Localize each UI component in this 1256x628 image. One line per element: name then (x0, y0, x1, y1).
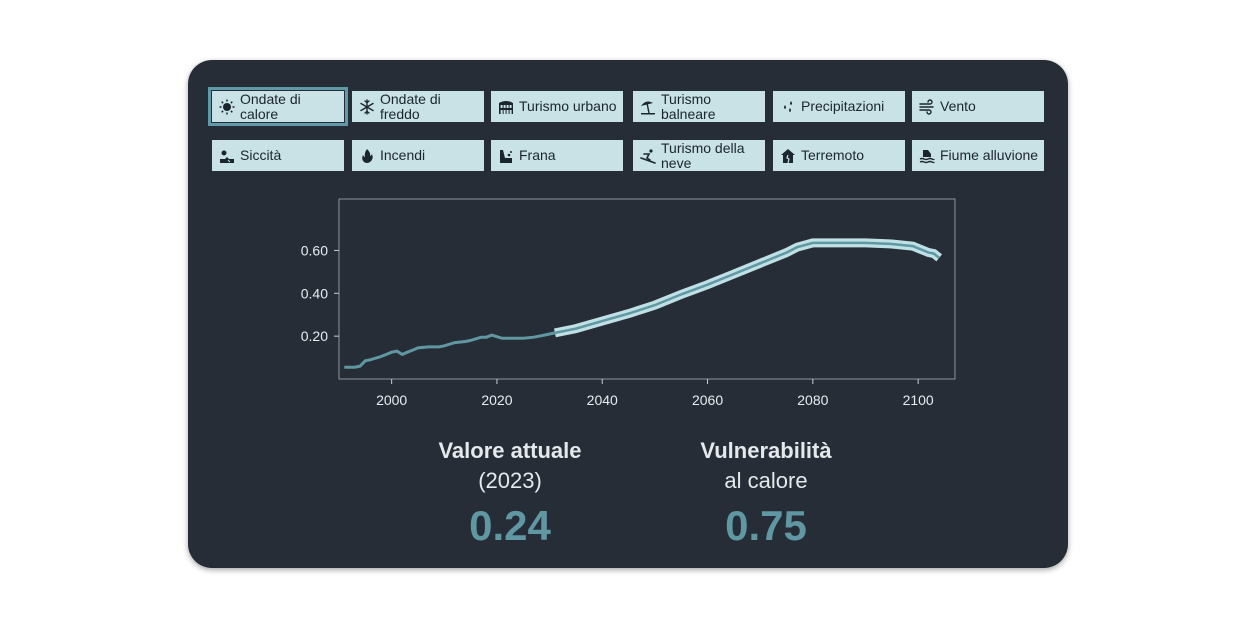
fire-icon (358, 147, 376, 165)
hazard-button-turismo-della-neve[interactable]: Turismo della neve (633, 140, 765, 171)
historic-series-line (344, 331, 556, 369)
stat-value: 0.75 (725, 502, 807, 549)
y-tick-label: 0.20 (301, 328, 328, 344)
x-tick-label: 2000 (376, 392, 407, 408)
hazard-label: Precipitazioni (801, 98, 885, 114)
earthquake-house-icon (779, 147, 797, 165)
landslide-icon (497, 147, 515, 165)
hazard-button-turismo-urbano[interactable]: Turismo urbano (491, 91, 623, 122)
line-chart: 2000 2020 2040 2060 2080 2100 0.20 0.40 0.60 (301, 198, 956, 408)
hazard-label: Ondate di freddo (380, 90, 441, 122)
hazard-button-vento[interactable]: Vento (912, 91, 1044, 122)
current-value-stat: Valore attuale (2023) 0.24 (410, 436, 610, 554)
hazard-label: Ondate di calore (240, 90, 301, 122)
x-tick-label: 2060 (692, 392, 723, 408)
hazard-label: Turismo balneare (661, 90, 716, 122)
stat-subtitle: (2023) (478, 468, 542, 493)
projection-series-line (554, 241, 940, 335)
drought-icon (218, 147, 236, 165)
x-tick-label: 2080 (797, 392, 828, 408)
hazard-label: Terremoto (801, 147, 865, 163)
hazard-label: Siccità (240, 147, 282, 163)
sun-icon (218, 98, 236, 116)
hazard-button-terremoto[interactable]: Terremoto (773, 140, 905, 171)
hazard-label: Vento (940, 98, 976, 114)
x-tick-label: 2020 (481, 392, 512, 408)
hazard-button-ondate-di-freddo[interactable]: Ondate di freddo (352, 91, 484, 122)
dashboard-card: Ondate di calore Ondate di freddo Turism… (188, 60, 1068, 568)
stat-title: Vulnerabilità (700, 438, 832, 463)
stat-subtitle: al calore (724, 468, 808, 493)
x-tick-label: 2040 (587, 392, 618, 408)
flood-icon (918, 147, 936, 165)
hazard-button-ondate-di-calore[interactable]: Ondate di calore (208, 87, 348, 126)
hazard-button-fiume-alluvione[interactable]: Fiume alluvione (912, 140, 1044, 171)
beach-umbrella-icon (639, 98, 657, 116)
heat-vulnerability-stat: Vulnerabilità al calore 0.75 (666, 436, 866, 554)
wind-icon (918, 98, 936, 116)
colosseum-icon (497, 98, 515, 116)
stat-title: Valore attuale (438, 438, 582, 463)
plot-frame (338, 198, 956, 380)
raindrops-icon (779, 98, 797, 116)
hazard-label: Frana (519, 147, 556, 163)
hazard-button-precipitazioni[interactable]: Precipitazioni (773, 91, 905, 122)
hazard-label: Fiume alluvione (940, 147, 1039, 163)
x-tick-label: 2100 (903, 392, 934, 408)
hazard-button-turismo-balneare[interactable]: Turismo balneare (633, 91, 765, 122)
hazard-button-frana[interactable]: Frana (491, 140, 623, 171)
hazard-label: Turismo della neve (661, 139, 745, 171)
skier-icon (639, 147, 657, 165)
hazard-button-siccita[interactable]: Siccità (212, 140, 344, 171)
hazard-button-incendi[interactable]: Incendi (352, 140, 484, 171)
snowflake-icon (358, 98, 376, 116)
vulnerability-chart: 2000 2020 2040 2060 2080 2100 0.20 0.40 0.60 (278, 188, 978, 433)
y-tick-label: 0.40 (301, 285, 328, 301)
stat-value: 0.24 (469, 502, 551, 549)
hazard-label: Turismo urbano (519, 98, 617, 114)
y-tick-label: 0.60 (301, 242, 328, 258)
hazard-label: Incendi (380, 147, 426, 163)
